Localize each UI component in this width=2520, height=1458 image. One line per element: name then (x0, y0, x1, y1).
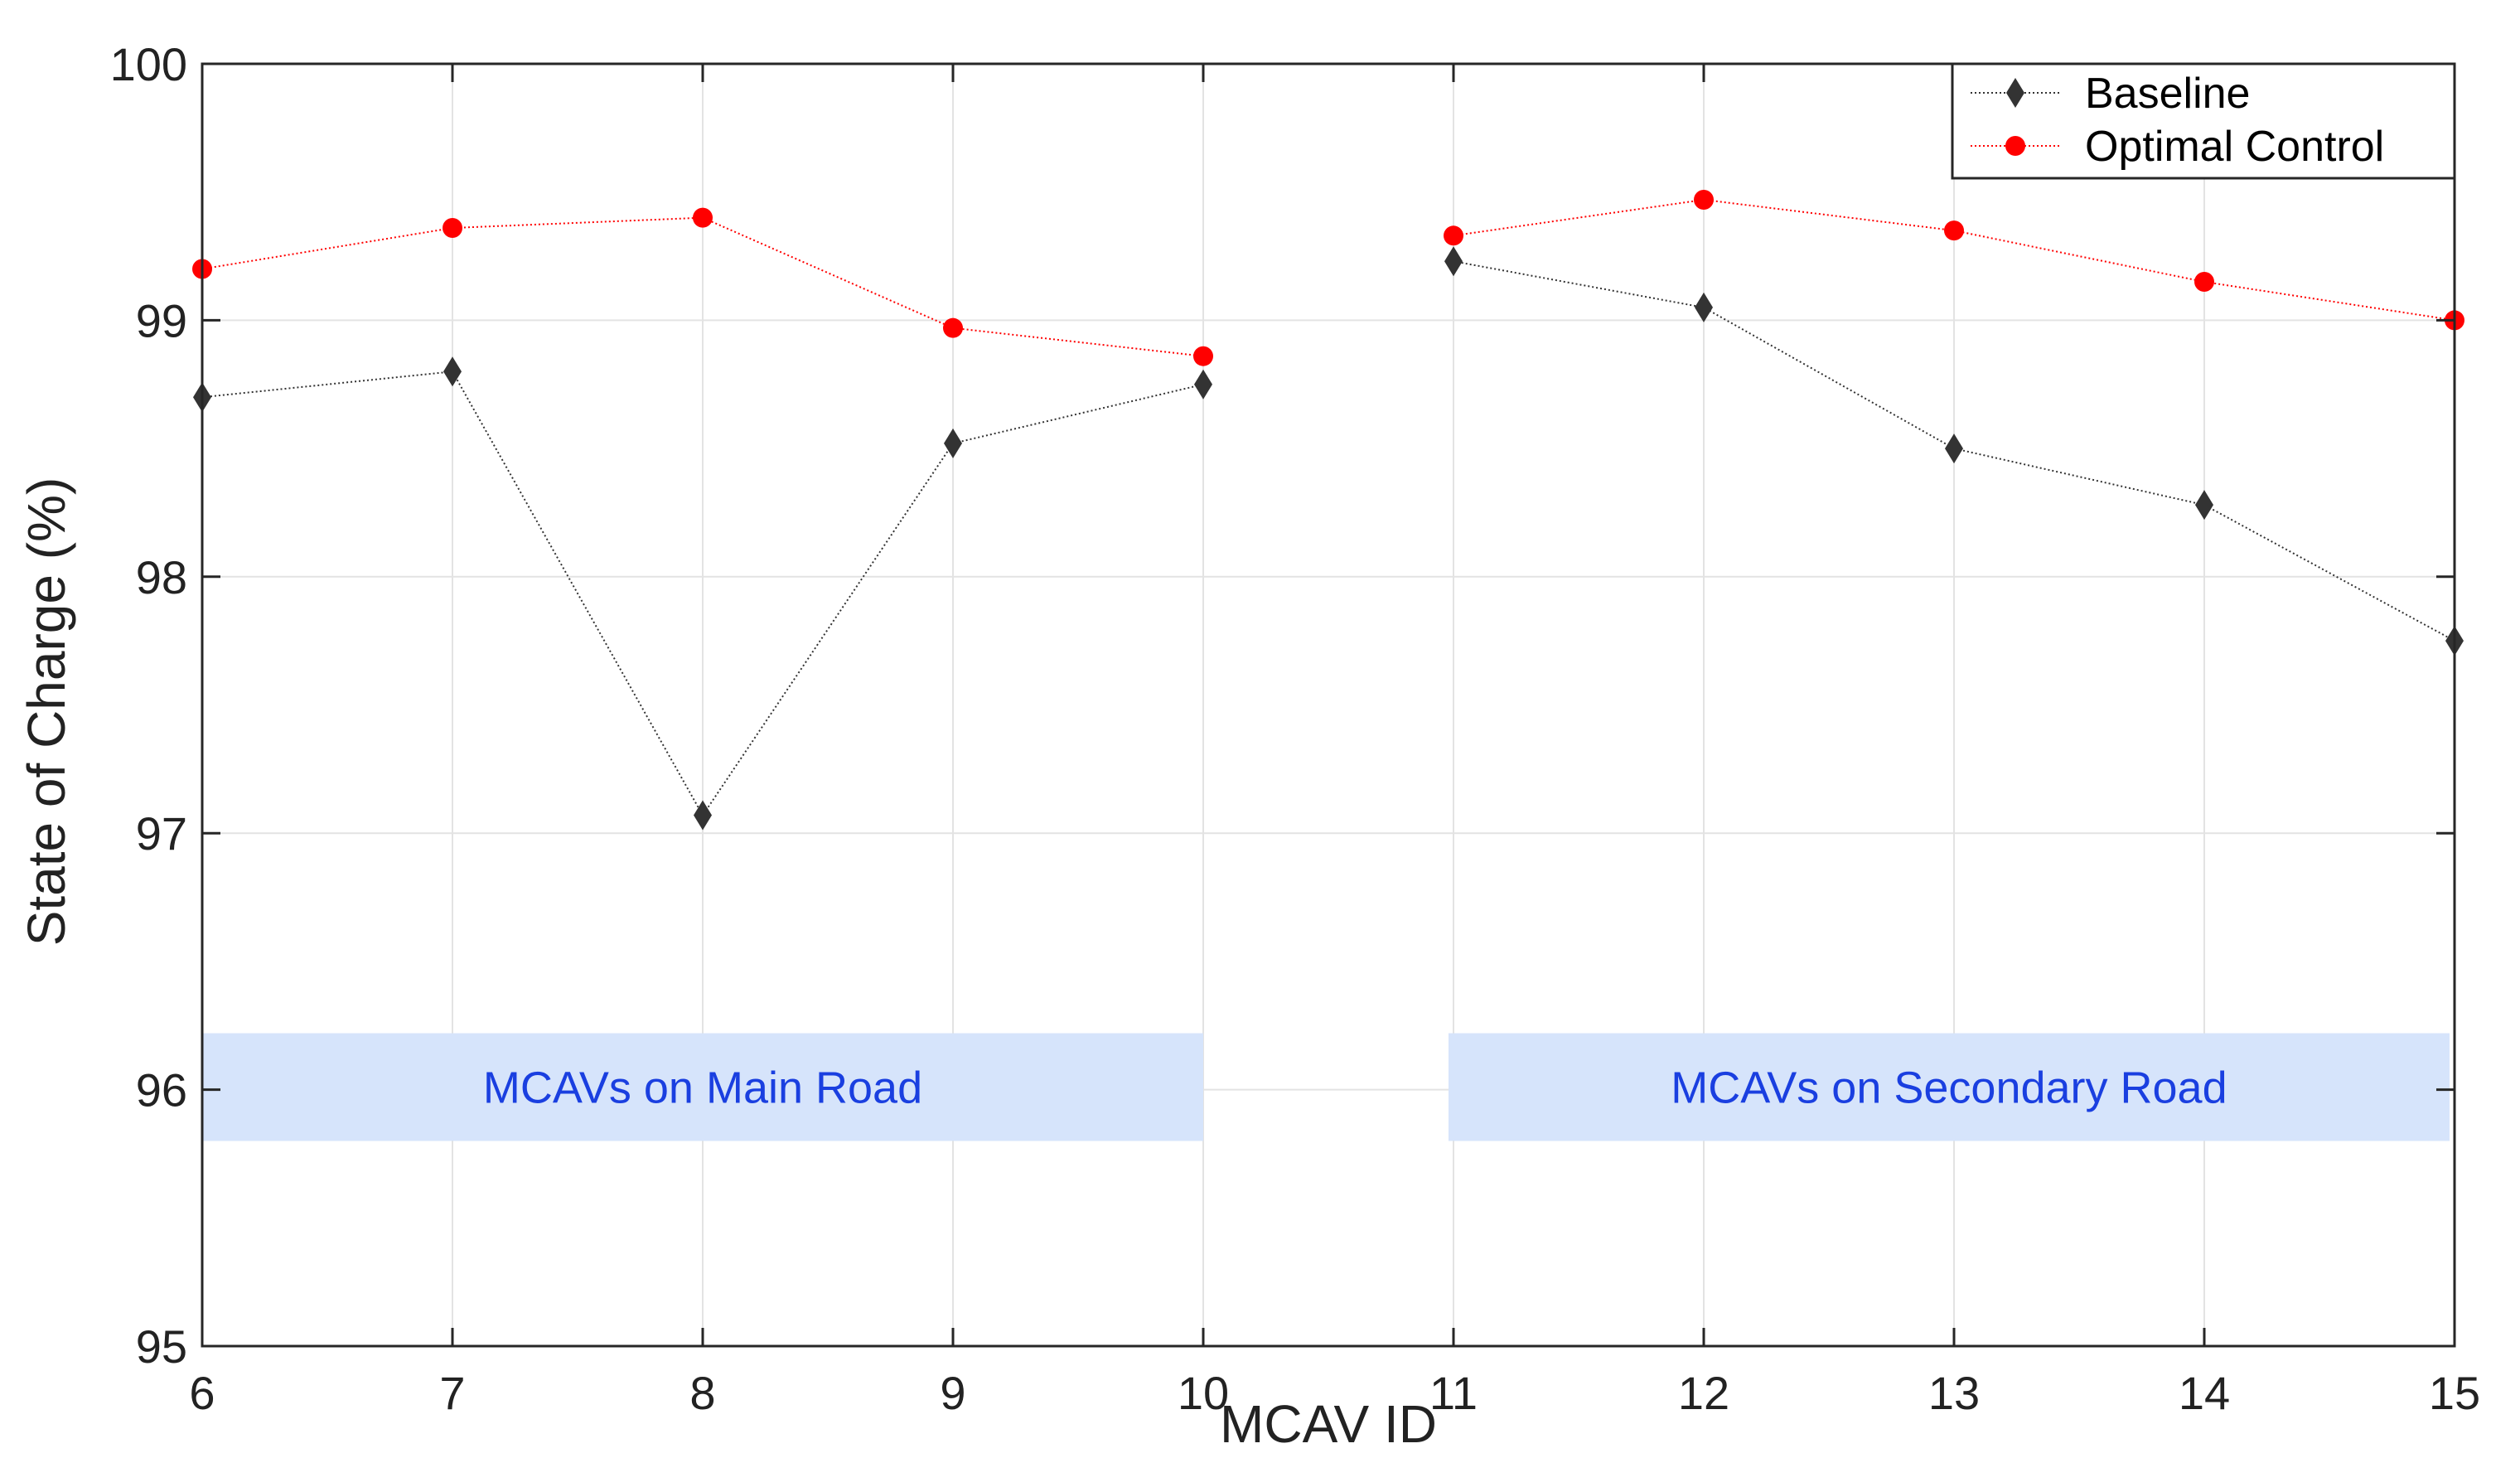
x-tick-label: 15 (2429, 1367, 2480, 1419)
x-tick-label: 12 (1678, 1367, 1729, 1419)
y-tick-label: 98 (136, 551, 187, 603)
x-tick-label: 10 (1178, 1367, 1229, 1419)
optimal-control-point (693, 207, 713, 228)
optimal-control-point (1694, 189, 1714, 210)
annotation-boxes: MCAVs on Main Road MCAVs on Secondary Roa… (202, 1033, 2450, 1141)
baseline-point (1945, 434, 1963, 464)
baseline-point (443, 356, 462, 387)
axis-ticks (201, 62, 2456, 1348)
legend-label: Optimal Control (2085, 123, 2384, 171)
x-tick-label: 11 (1429, 1367, 1478, 1419)
x-axis-title: MCAV ID (1220, 1394, 1437, 1454)
optimal-control-point (2005, 136, 2025, 156)
baseline-point (944, 428, 962, 458)
x-tick-label: 9 (940, 1367, 965, 1419)
baseline-point (2006, 78, 2024, 108)
y-axis-title: State of Charge (%) (17, 477, 76, 947)
x-tick-label: 7 (439, 1367, 465, 1419)
annotation-box (1448, 1033, 2450, 1141)
x-tick-label: 8 (689, 1367, 715, 1419)
legend-label: Baseline (2085, 70, 2250, 118)
x-tick-label: 6 (189, 1367, 215, 1419)
baseline-point (1444, 246, 1463, 277)
optimal-control-point (443, 218, 462, 239)
annotation-label: MCAVs on Secondary Road (1671, 1063, 2227, 1113)
optimal-control-point (2194, 271, 2214, 292)
baseline-point (2195, 490, 2213, 521)
optimal-control-point (1193, 346, 1213, 366)
legend: Baseline Optimal Control (1951, 62, 2456, 180)
y-tick-label: 95 (136, 1320, 187, 1373)
x-tick-label: 13 (1928, 1367, 1980, 1419)
legend-box (1951, 62, 2456, 180)
annotation-box (202, 1033, 1203, 1141)
tick-labels: 6 7 8 9 10 11 12 13 14 15 95 96 97 98 99 100 (110, 38, 2481, 1419)
baseline-point (1194, 369, 1212, 400)
optimal-control-point (1944, 220, 1964, 241)
optimal-control-point (943, 317, 963, 338)
y-tick-label: 96 (136, 1064, 187, 1117)
y-tick-label: 97 (136, 807, 187, 860)
baseline-point (1695, 292, 1713, 322)
optimal-control-point (1444, 225, 1463, 246)
baseline-point (694, 800, 712, 831)
y-tick-label: 100 (110, 38, 187, 90)
baseline-series (193, 246, 2464, 831)
annotation-label: MCAVs on Main Road (483, 1063, 922, 1113)
y-tick-label: 99 (136, 294, 187, 346)
x-tick-label: 14 (2179, 1367, 2230, 1419)
plot-frame (201, 62, 2456, 1348)
